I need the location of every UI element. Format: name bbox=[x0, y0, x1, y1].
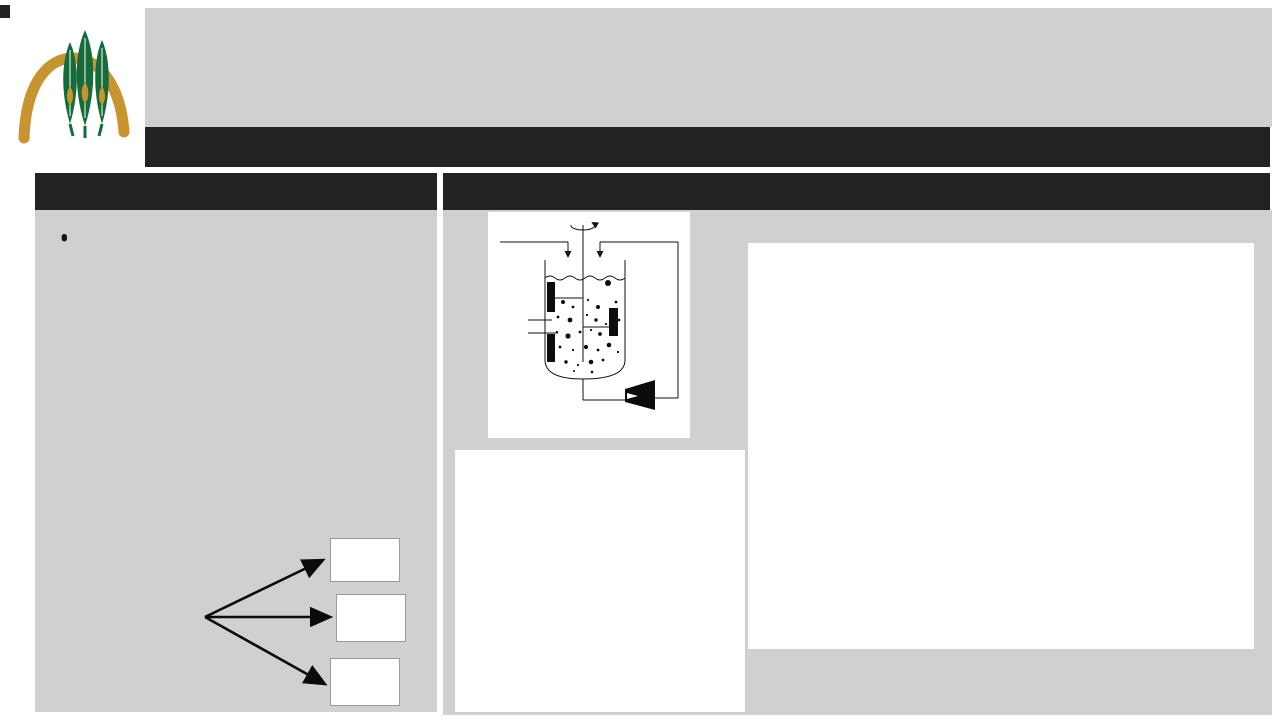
corner-mark bbox=[0, 5, 10, 18]
results-panel bbox=[443, 210, 1272, 715]
title-band bbox=[145, 8, 1272, 127]
results-header bbox=[443, 173, 1270, 210]
size-distribution-chart bbox=[455, 450, 745, 712]
colloid-mill-shape bbox=[625, 380, 655, 410]
droplets bbox=[555, 280, 621, 374]
logo-graphic bbox=[18, 30, 130, 144]
process-schematic-figure bbox=[488, 212, 690, 438]
logo-trees bbox=[63, 30, 109, 138]
scatter-matrix bbox=[748, 243, 1254, 649]
population-balance-arrows bbox=[204, 558, 334, 686]
byline-bar bbox=[145, 127, 1270, 167]
research-method-panel bbox=[35, 210, 437, 712]
research-bullets bbox=[35, 210, 455, 255]
university-logo bbox=[10, 28, 145, 170]
diagram-box-pipes bbox=[330, 658, 400, 706]
diagram-box-colloid-mill bbox=[336, 594, 406, 642]
impeller-baffles bbox=[547, 282, 618, 362]
research-method-header bbox=[35, 173, 437, 210]
diagram-box-vessel bbox=[330, 538, 400, 582]
